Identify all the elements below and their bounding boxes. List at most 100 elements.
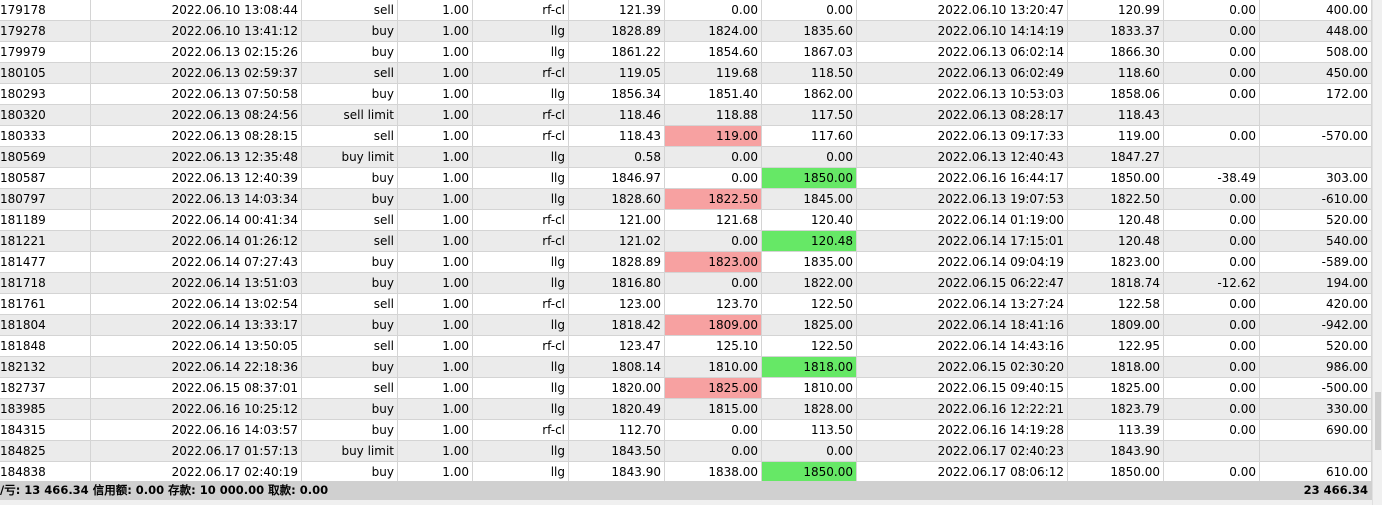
table-row[interactable]: 182132 2022.06.14 22:18:36 buy 1.00 llg 1808.… xyxy=(0,357,1372,378)
close-time-cell: 2022.06.16 12:22:21 xyxy=(857,399,1068,419)
close-time-cell: 2022.06.17 02:40:23 xyxy=(857,441,1068,461)
close-time-cell: 2022.06.14 13:27:24 xyxy=(857,294,1068,314)
open-time-cell: 2022.06.13 08:28:15 xyxy=(91,126,302,146)
open-price-cell: 121.02 xyxy=(569,231,665,251)
close-time-cell: 2022.06.14 14:43:16 xyxy=(857,336,1068,356)
ticket-cell: 180333 xyxy=(0,126,91,146)
table-row[interactable]: 181221 2022.06.14 01:26:12 sell 1.00 rf-cl 12… xyxy=(0,231,1372,252)
open-time-cell: 2022.06.10 13:41:12 xyxy=(91,21,302,41)
table-row[interactable]: 179178 2022.06.10 13:08:44 sell 1.00 rf-cl 12… xyxy=(0,0,1372,21)
close-time-cell: 2022.06.13 06:02:49 xyxy=(857,63,1068,83)
ticket-cell: 184838 xyxy=(0,462,91,482)
size-cell: 1.00 xyxy=(398,399,473,419)
open-price-cell: 1816.80 xyxy=(569,273,665,293)
size-cell: 1.00 xyxy=(398,231,473,251)
symbol-cell: rf-cl xyxy=(473,231,569,251)
take-profit-cell: 1867.03 xyxy=(762,42,857,62)
swap-cell: 0.00 xyxy=(1164,21,1260,41)
take-profit-cell: 1835.60 xyxy=(762,21,857,41)
open-time-cell: 2022.06.14 07:27:43 xyxy=(91,252,302,272)
swap-cell: 0.00 xyxy=(1164,399,1260,419)
horizontal-scrollbar[interactable] xyxy=(0,500,1372,505)
table-row[interactable]: 180569 2022.06.13 12:35:48 buy limit 1.00 ll… xyxy=(0,147,1372,168)
size-cell: 1.00 xyxy=(398,294,473,314)
symbol-cell: rf-cl xyxy=(473,336,569,356)
table-row[interactable]: 180333 2022.06.13 08:28:15 sell 1.00 rf-cl 11… xyxy=(0,126,1372,147)
table-row[interactable]: 180320 2022.06.13 08:24:56 sell limit 1.00 r… xyxy=(0,105,1372,126)
account-summary-bar: /亏: 13 466.34 信用额: 0.00 存款: 10 000.00 取款… xyxy=(0,481,1372,500)
ticket-cell: 181761 xyxy=(0,294,91,314)
table-row[interactable]: 184825 2022.06.17 01:57:13 buy limit 1.00 ll… xyxy=(0,441,1372,462)
open-time-cell: 2022.06.16 14:03:57 xyxy=(91,420,302,440)
stop-loss-cell: 0.00 xyxy=(665,231,762,251)
open-price-cell: 1843.90 xyxy=(569,462,665,482)
close-price-cell: 1825.00 xyxy=(1068,378,1164,398)
symbol-cell: rf-cl xyxy=(473,126,569,146)
close-price-cell: 1850.00 xyxy=(1068,168,1164,188)
swap-cell: 0.00 xyxy=(1164,210,1260,230)
swap-cell: 0.00 xyxy=(1164,336,1260,356)
open-time-cell: 2022.06.14 13:50:05 xyxy=(91,336,302,356)
close-price-cell: 1833.37 xyxy=(1068,21,1164,41)
type-cell: buy limit xyxy=(302,441,398,461)
open-price-cell: 1820.00 xyxy=(569,378,665,398)
open-price-cell: 1828.60 xyxy=(569,189,665,209)
table-row[interactable]: 181477 2022.06.14 07:27:43 buy 1.00 llg 1828.… xyxy=(0,252,1372,273)
table-row[interactable]: 180293 2022.06.13 07:50:58 buy 1.00 llg 1856.… xyxy=(0,84,1372,105)
size-cell: 1.00 xyxy=(398,252,473,272)
symbol-cell: llg xyxy=(473,84,569,104)
stop-loss-cell: 0.00 xyxy=(665,273,762,293)
profit-cell: 508.00 xyxy=(1260,42,1372,62)
type-cell: buy xyxy=(302,21,398,41)
open-time-cell: 2022.06.10 13:08:44 xyxy=(91,0,302,20)
size-cell: 1.00 xyxy=(398,63,473,83)
table-row[interactable]: 181718 2022.06.14 13:51:03 buy 1.00 llg 1816.… xyxy=(0,273,1372,294)
close-price-cell: 1823.00 xyxy=(1068,252,1164,272)
size-cell: 1.00 xyxy=(398,168,473,188)
table-row[interactable]: 181848 2022.06.14 13:50:05 sell 1.00 rf-cl 12… xyxy=(0,336,1372,357)
symbol-cell: rf-cl xyxy=(473,105,569,125)
table-row[interactable]: 180105 2022.06.13 02:59:37 sell 1.00 rf-cl 11… xyxy=(0,63,1372,84)
scrollbar-thumb[interactable] xyxy=(1375,392,1381,450)
table-row[interactable]: 184315 2022.06.16 14:03:57 buy 1.00 rf-cl 112… xyxy=(0,420,1372,441)
size-cell: 1.00 xyxy=(398,273,473,293)
open-price-cell: 112.70 xyxy=(569,420,665,440)
profit-cell: 448.00 xyxy=(1260,21,1372,41)
profit-cell: 330.00 xyxy=(1260,399,1372,419)
size-cell: 1.00 xyxy=(398,462,473,482)
table-row[interactable]: 184838 2022.06.17 02:40:19 buy 1.00 llg 1843.… xyxy=(0,462,1372,483)
profit-cell: 194.00 xyxy=(1260,273,1372,293)
ticket-cell: 181718 xyxy=(0,273,91,293)
stop-loss-cell: 0.00 xyxy=(665,147,762,167)
table-row[interactable]: 183985 2022.06.16 10:25:12 buy 1.00 llg 1820.… xyxy=(0,399,1372,420)
type-cell: buy xyxy=(302,420,398,440)
table-row[interactable]: 179278 2022.06.10 13:41:12 buy 1.00 llg 1828.… xyxy=(0,21,1372,42)
open-time-cell: 2022.06.13 08:24:56 xyxy=(91,105,302,125)
close-time-cell: 2022.06.16 14:19:28 xyxy=(857,420,1068,440)
type-cell: buy limit xyxy=(302,147,398,167)
symbol-cell: llg xyxy=(473,189,569,209)
table-row[interactable]: 182737 2022.06.15 08:37:01 sell 1.00 llg 1820… xyxy=(0,378,1372,399)
table-row[interactable]: 181761 2022.06.14 13:02:54 sell 1.00 rf-cl 12… xyxy=(0,294,1372,315)
open-price-cell: 1808.14 xyxy=(569,357,665,377)
ticket-cell: 180569 xyxy=(0,147,91,167)
profit-cell xyxy=(1260,147,1372,167)
table-row[interactable]: 181189 2022.06.14 00:41:34 sell 1.00 rf-cl 12… xyxy=(0,210,1372,231)
table-row[interactable]: 180587 2022.06.13 12:40:39 buy 1.00 llg 1846.… xyxy=(0,168,1372,189)
vertical-scrollbar[interactable] xyxy=(1372,0,1382,505)
table-row[interactable]: 179979 2022.06.13 02:15:26 buy 1.00 llg 1861.… xyxy=(0,42,1372,63)
profit-cell: 986.00 xyxy=(1260,357,1372,377)
take-profit-cell: 118.50 xyxy=(762,63,857,83)
close-time-cell: 2022.06.15 02:30:20 xyxy=(857,357,1068,377)
stop-loss-cell: 1851.40 xyxy=(665,84,762,104)
swap-cell: 0.00 xyxy=(1164,189,1260,209)
type-cell: sell xyxy=(302,210,398,230)
ticket-cell: 184315 xyxy=(0,420,91,440)
size-cell: 1.00 xyxy=(398,441,473,461)
take-profit-cell: 117.60 xyxy=(762,126,857,146)
table-row[interactable]: 180797 2022.06.13 14:03:34 buy 1.00 llg 1828.… xyxy=(0,189,1372,210)
total-balance: 23 466.34 xyxy=(1303,483,1368,497)
swap-cell: 0.00 xyxy=(1164,42,1260,62)
stop-loss-cell: 123.70 xyxy=(665,294,762,314)
table-row[interactable]: 181804 2022.06.14 13:33:17 buy 1.00 llg 1818.… xyxy=(0,315,1372,336)
